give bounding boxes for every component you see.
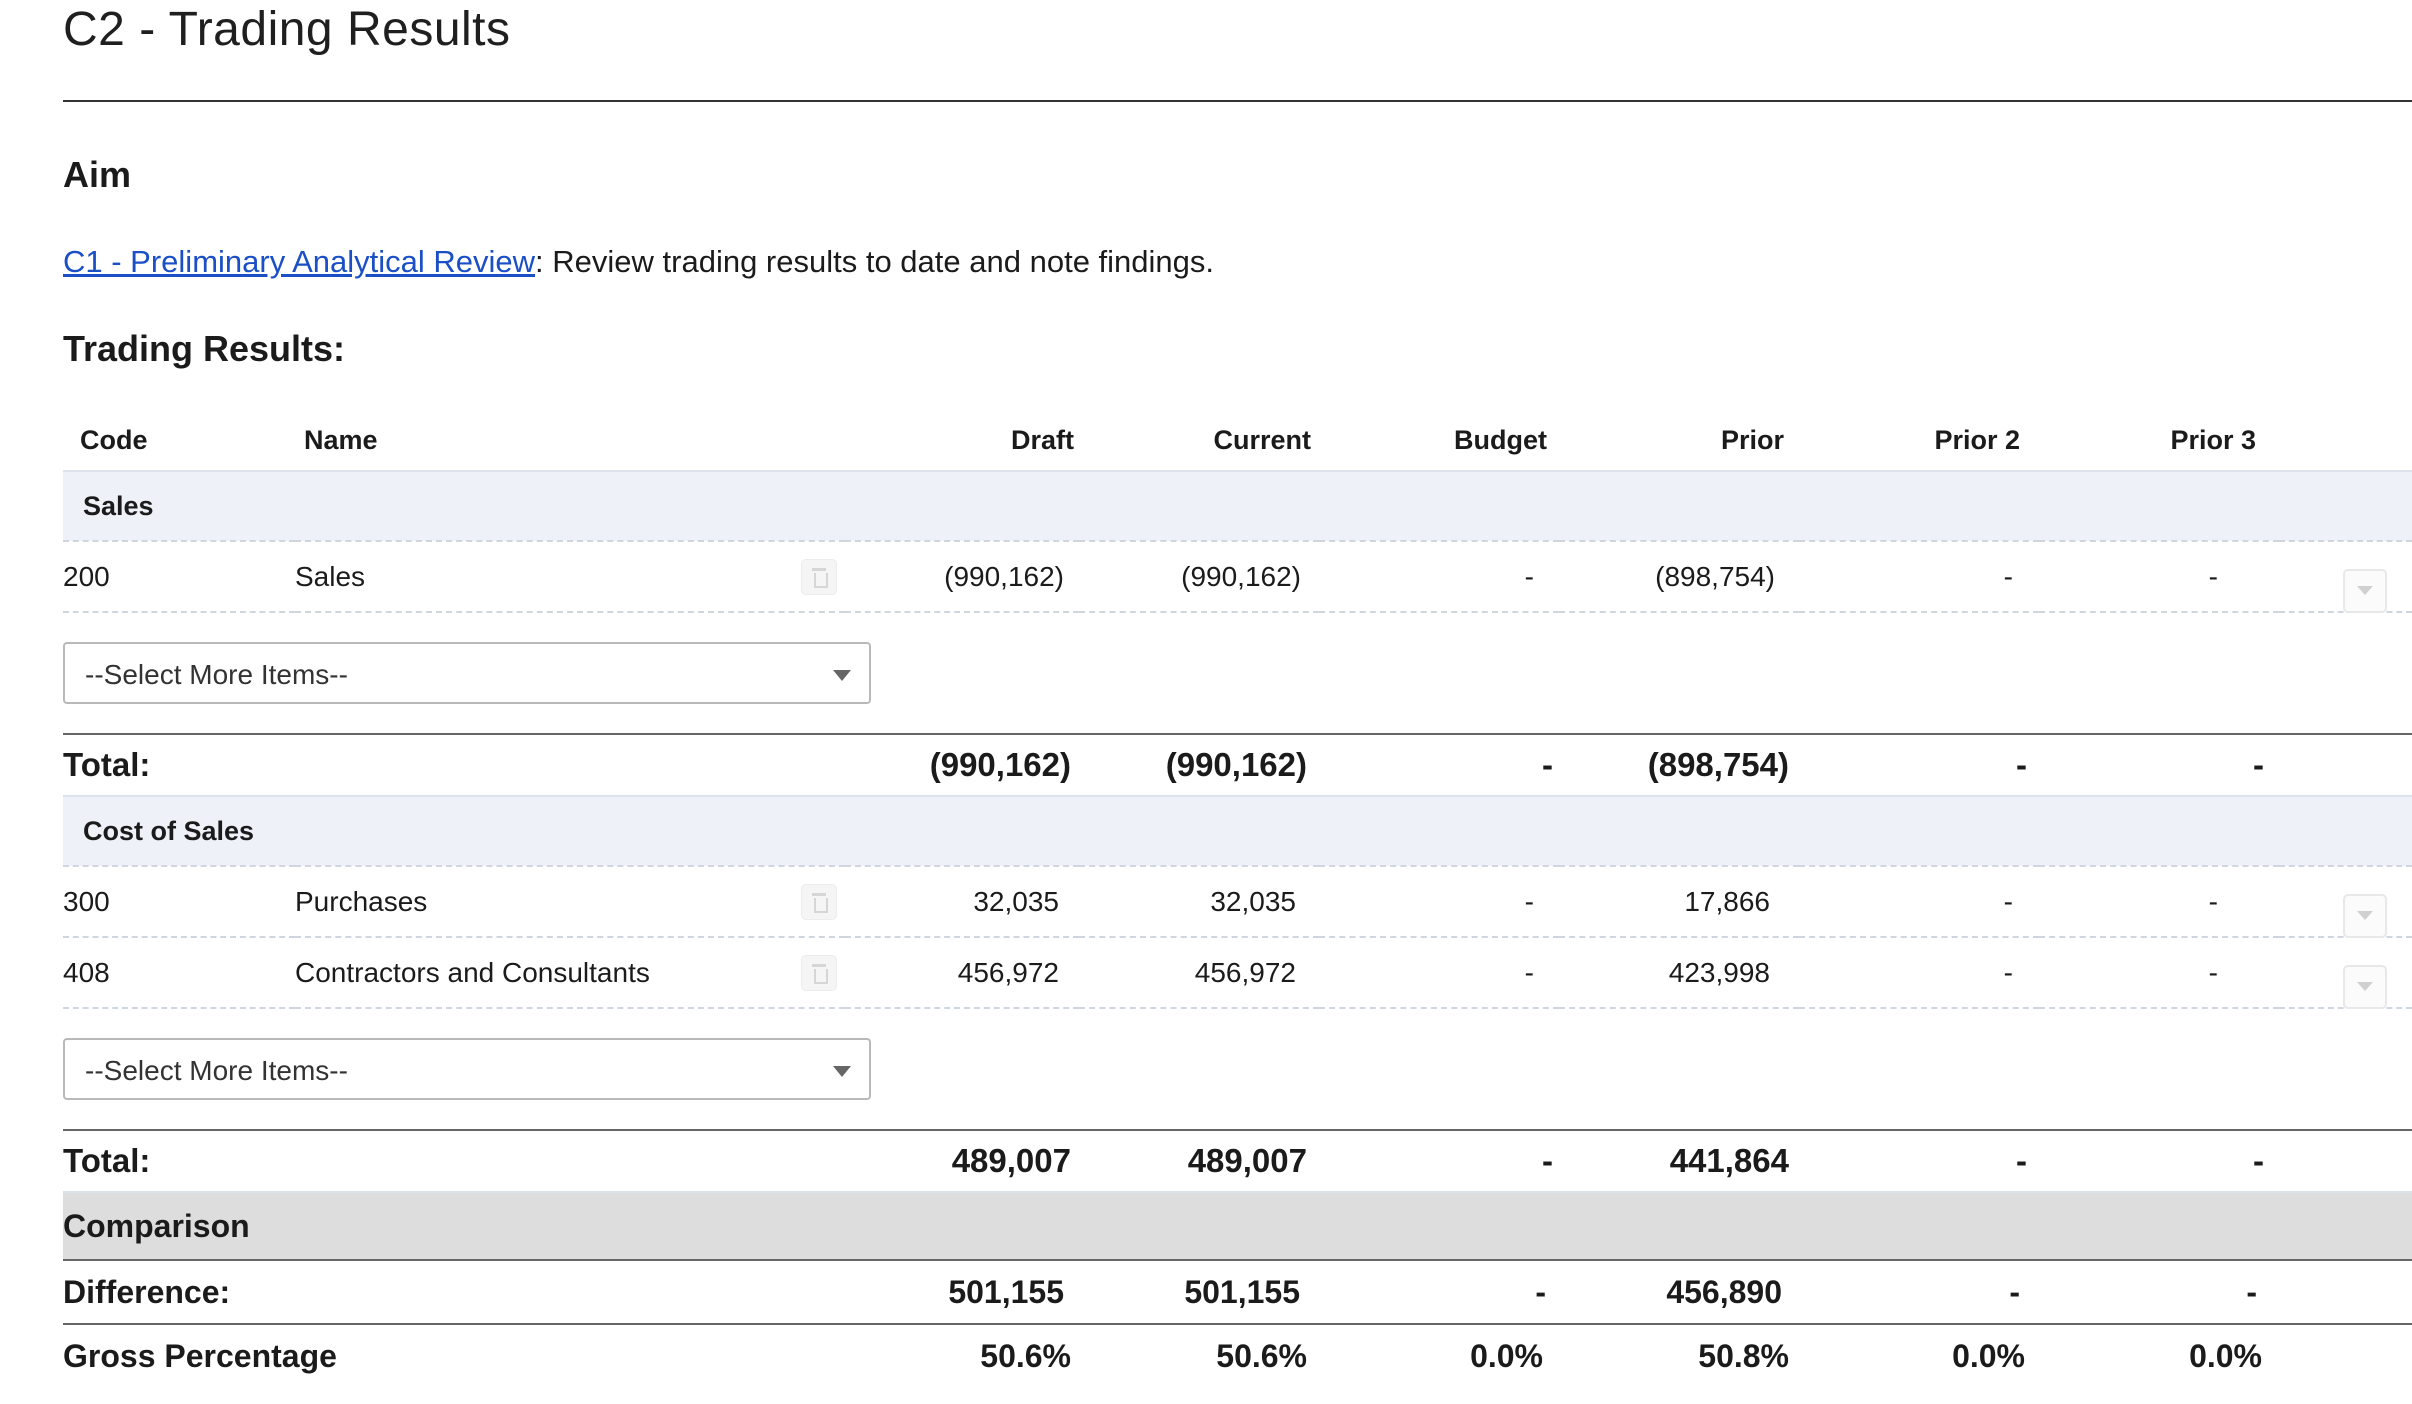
section-header-sales: Sales <box>63 471 2412 542</box>
row-prior-2: - <box>1799 541 2039 613</box>
select-more-items-dropdown[interactable]: --Select More Items-- <box>63 642 871 704</box>
row-budget: - <box>1319 866 1559 938</box>
total-prior-2: - <box>1799 1129 2039 1193</box>
total-label: Total: <box>63 1129 845 1193</box>
sales-total-row: Total: (990,162) (990,162) - (898,754) -… <box>63 733 2412 797</box>
row-prior-3: - <box>2039 866 2279 938</box>
trash-icon[interactable] <box>801 884 837 920</box>
row-prior: 423,998 <box>1559 937 1799 1009</box>
gross-prior-3: 0.0% <box>2189 1337 2262 1374</box>
section-header-cost-of-sales: Cost of Sales <box>63 796 2412 867</box>
trading-results-table: Code Name Draft Current Budget Prior Pri… <box>63 410 2412 1387</box>
col-draft: Draft <box>1010 424 1074 455</box>
col-prior-3: Prior 3 <box>2170 424 2256 455</box>
row-prior-3: - <box>2039 937 2279 1009</box>
row-prior-3: - <box>2039 541 2279 613</box>
total-budget: - <box>1319 1129 1559 1193</box>
col-prior-2: Prior 2 <box>1934 424 2020 455</box>
table-row: 200 Sales (990,162) (990,162) - (898,754… <box>63 541 2412 613</box>
row-prior-2: - <box>1799 866 2039 938</box>
col-budget: Budget <box>1454 424 1547 455</box>
difference-prior-3: - <box>2039 1260 2279 1325</box>
total-current: (990,162) <box>1079 733 1319 797</box>
title-divider <box>63 100 2412 102</box>
total-prior-3: - <box>2039 733 2279 797</box>
row-current: 456,972 <box>1079 937 1319 1009</box>
total-prior-3: - <box>2039 1129 2279 1193</box>
select-row: --Select More Items-- <box>63 1008 2412 1130</box>
row-current: (990,162) <box>1079 541 1319 613</box>
total-current: 489,007 <box>1079 1129 1319 1193</box>
row-name: Sales <box>295 560 366 592</box>
gross-label: Gross Percentage <box>63 1337 337 1374</box>
gross-percentage-row: Gross Percentage 50.6% 50.6% 0.0% 50.8% … <box>63 1324 2412 1387</box>
total-prior: (898,754) <box>1559 733 1799 797</box>
total-prior-2: - <box>1799 733 2039 797</box>
row-menu-chevron-icon[interactable] <box>2343 965 2387 1009</box>
row-menu-chevron-icon[interactable] <box>2343 894 2387 938</box>
trash-icon[interactable] <box>801 559 837 595</box>
row-menu-chevron-icon[interactable] <box>2343 569 2387 613</box>
row-prior: 17,866 <box>1559 866 1799 938</box>
trash-icon[interactable] <box>801 955 837 991</box>
table-row: 300 Purchases 32,035 32,035 - 17,866 - - <box>63 866 2412 938</box>
row-name: Contractors and Consultants <box>295 956 650 988</box>
row-budget: - <box>1319 541 1559 613</box>
total-budget: - <box>1319 733 1559 797</box>
aim-description: C1 - Preliminary Analytical Review: Revi… <box>63 244 1214 280</box>
gross-draft: 50.6% <box>980 1337 1071 1374</box>
preliminary-review-link[interactable]: C1 - Preliminary Analytical Review <box>63 244 536 279</box>
row-name: Purchases <box>295 885 428 917</box>
row-code: 200 <box>63 541 295 613</box>
gross-current: 50.6% <box>1216 1337 1307 1374</box>
row-code: 408 <box>63 937 295 1009</box>
difference-draft: 501,155 <box>845 1260 1079 1325</box>
col-current: Current <box>1213 424 1311 455</box>
total-draft: 489,007 <box>845 1129 1079 1193</box>
gross-prior: 50.8% <box>1698 1337 1789 1374</box>
select-more-items-dropdown[interactable]: --Select More Items-- <box>63 1038 871 1100</box>
trading-results-heading: Trading Results: <box>63 328 346 369</box>
total-label: Total: <box>63 733 845 797</box>
chevron-down-icon <box>833 1066 851 1077</box>
select-row: --Select More Items-- <box>63 612 2412 734</box>
difference-prior: 456,890 <box>1559 1260 1799 1325</box>
gross-prior-2: 0.0% <box>1952 1337 2025 1374</box>
comparison-header: Comparison <box>63 1192 2412 1261</box>
select-placeholder: --Select More Items-- <box>85 1055 348 1086</box>
col-prior: Prior <box>1720 424 1784 455</box>
difference-prior-2: - <box>1799 1260 2039 1325</box>
cost-of-sales-total-row: Total: 489,007 489,007 - 441,864 - - <box>63 1129 2412 1193</box>
row-code: 300 <box>63 866 295 938</box>
difference-current: 501,155 <box>1079 1260 1319 1325</box>
row-draft: 456,972 <box>845 937 1079 1009</box>
col-code: Code <box>80 424 148 455</box>
table-row: 408 Contractors and Consultants 456,972 … <box>63 937 2412 1009</box>
page-title: C2 - Trading Results <box>63 3 511 56</box>
table-header-row: Code Name Draft Current Budget Prior Pri… <box>63 410 2412 471</box>
row-current: 32,035 <box>1079 866 1319 938</box>
row-draft: (990,162) <box>845 541 1079 613</box>
gross-budget: 0.0% <box>1470 1337 1543 1374</box>
row-prior-2: - <box>1799 937 2039 1009</box>
chevron-down-icon <box>833 670 851 681</box>
select-placeholder: --Select More Items-- <box>85 659 348 690</box>
row-draft: 32,035 <box>845 866 1079 938</box>
difference-row: Difference: 501,155 501,155 - 456,890 - … <box>63 1260 2412 1325</box>
difference-budget: - <box>1319 1260 1559 1325</box>
aim-heading: Aim <box>63 154 132 195</box>
row-budget: - <box>1319 937 1559 1009</box>
total-draft: (990,162) <box>845 733 1079 797</box>
total-prior: 441,864 <box>1559 1129 1799 1193</box>
difference-label: Difference: <box>63 1260 845 1325</box>
aim-text: : Review trading results to date and not… <box>535 244 1215 279</box>
row-prior: (898,754) <box>1559 541 1799 613</box>
col-name: Name <box>304 424 378 455</box>
